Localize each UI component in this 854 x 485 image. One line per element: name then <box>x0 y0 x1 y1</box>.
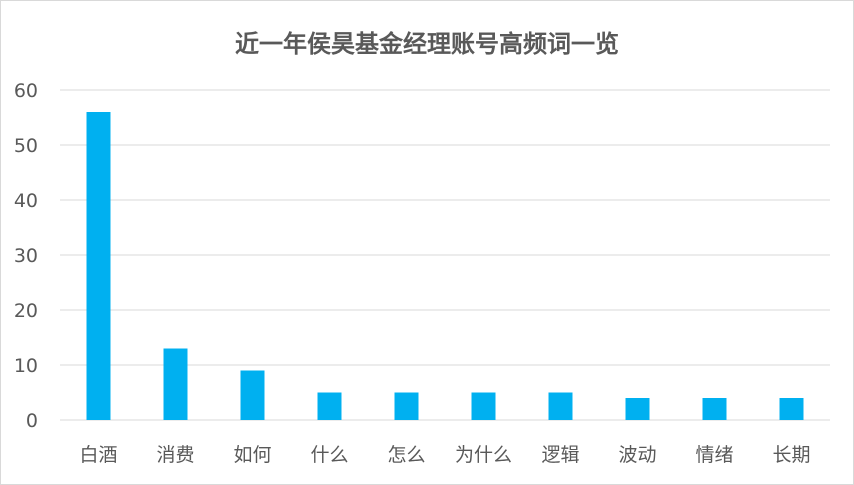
bar-6 <box>471 392 496 420</box>
bar-7 <box>548 392 573 420</box>
bar-5 <box>394 392 419 420</box>
y-tick-label: 60 <box>14 80 38 102</box>
y-axis-labels: 0 10 20 30 40 50 60 <box>14 80 38 432</box>
bar-9 <box>702 398 727 420</box>
bars <box>86 112 804 420</box>
bar-3 <box>240 370 265 420</box>
x-tick-label: 情绪 <box>695 444 733 466</box>
y-tick-label: 0 <box>26 410 38 432</box>
x-tick-label: 如何 <box>233 444 271 466</box>
bar-1 <box>86 112 111 420</box>
x-tick-label: 长期 <box>772 444 810 466</box>
gridlines <box>60 89 830 421</box>
y-tick-label: 10 <box>14 355 38 377</box>
y-tick-label: 30 <box>14 245 38 267</box>
x-tick-label: 逻辑 <box>541 444 579 466</box>
y-tick-label: 50 <box>14 135 38 157</box>
bar-10 <box>779 398 804 420</box>
x-tick-label: 消费 <box>156 444 194 466</box>
bar-8 <box>625 398 650 420</box>
chart-title: 近一年侯昊基金经理账号高频词一览 <box>235 30 619 58</box>
x-axis-labels: 白酒 消费 如何 什么 怎么 为什么 逻辑 波动 情绪 长期 <box>79 444 810 466</box>
x-tick-label: 白酒 <box>79 444 117 466</box>
x-tick-label: 什么 <box>310 444 348 466</box>
bar-2 <box>163 348 188 420</box>
y-tick-label: 40 <box>14 190 38 212</box>
x-tick-label: 为什么 <box>455 444 512 466</box>
bar-4 <box>317 392 342 420</box>
y-tick-label: 20 <box>14 300 38 322</box>
x-tick-label: 怎么 <box>387 444 425 466</box>
x-tick-label: 波动 <box>618 444 656 466</box>
